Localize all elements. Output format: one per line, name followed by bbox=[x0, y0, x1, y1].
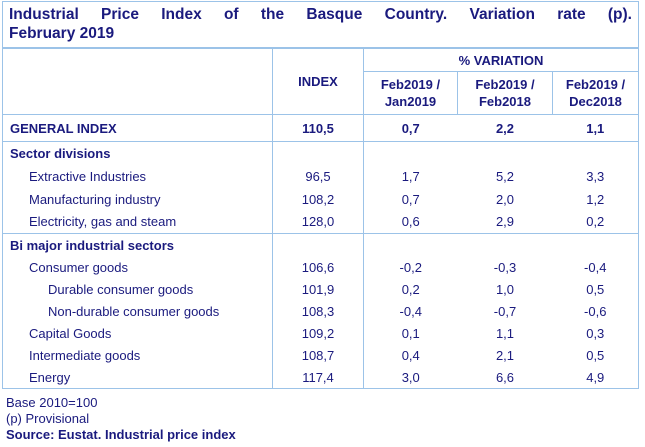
row-label: Sector divisions bbox=[10, 145, 111, 161]
variation-value: 0,4 bbox=[401, 348, 420, 363]
page-title-line-1: Industrial Price Index of the Basque Cou… bbox=[9, 6, 632, 23]
index-value bbox=[272, 233, 364, 257]
variation-value: 3,3 bbox=[586, 168, 605, 184]
table-row: Non-durable consumer goods 108,3 -0,4 -0,7 -… bbox=[3, 300, 639, 323]
footnotes: Base 2010=100 (p) Provisional Source: Eust… bbox=[6, 395, 645, 443]
header-subcolumn-row: Feb2019 / Jan2019 Feb2019 / Feb2018 Feb2… bbox=[3, 71, 640, 115]
index-value: 108,2 bbox=[272, 187, 364, 211]
variation-value: 1,1 bbox=[552, 114, 639, 142]
variation-value: 5,2 bbox=[495, 168, 515, 184]
variation-value: 0,5 bbox=[586, 282, 605, 297]
variation-value: 0,1 bbox=[401, 326, 420, 341]
table-row: Capital Goods 109,2 0,1 1,1 0,3 bbox=[3, 322, 639, 345]
table-row: Durable consumer goods 101,9 0,2 1,0 0,5 bbox=[3, 278, 639, 301]
variation-column-header-feb2019-jan2019: Feb2019 / Jan2019 bbox=[363, 71, 458, 115]
variation-value bbox=[553, 234, 639, 257]
variation-value: 0,7 bbox=[401, 191, 420, 207]
table-body: GENERAL INDEX 110,5 0,7 2,2 1,1 Sector divisi… bbox=[2, 114, 639, 389]
index-column-header: INDEX bbox=[272, 48, 364, 115]
page-title-line-2: February 2019 bbox=[9, 25, 115, 42]
table-row: Consumer goods 106,6 -0,2 -0,3 -0,4 bbox=[3, 256, 639, 279]
variation-value: 0,6 bbox=[363, 210, 458, 234]
variation-value: 0,3 bbox=[586, 326, 605, 341]
variation-value: 0,2 bbox=[401, 282, 420, 297]
index-value bbox=[272, 141, 364, 165]
variation-value: 2,2 bbox=[457, 114, 553, 142]
variation-value: 1,0 bbox=[495, 282, 515, 297]
row-label: Consumer goods bbox=[29, 260, 128, 275]
variation-value: -0,4 bbox=[399, 304, 422, 319]
table-row: Sector divisions bbox=[3, 141, 639, 165]
variation-value: 1,1 bbox=[495, 326, 515, 341]
table-row: Manufacturing industry 108,2 0,7 2,0 1,2 bbox=[3, 187, 639, 211]
index-value: 106,6 bbox=[272, 256, 364, 279]
variation-value: -0,2 bbox=[399, 260, 422, 275]
variation-column-header-feb2019-feb2018: Feb2019 / Feb2018 bbox=[457, 71, 553, 115]
index-value: 108,7 bbox=[272, 344, 364, 367]
row-label: Energy bbox=[29, 369, 71, 385]
index-value: 101,9 bbox=[272, 278, 364, 301]
variation-value: 0,2 bbox=[552, 210, 639, 234]
page-title: Industrial Price Index of the Basque Cou… bbox=[2, 1, 639, 48]
variation-value: 6,6 bbox=[495, 369, 515, 385]
variation-value bbox=[364, 142, 458, 165]
variation-column-header-feb2019-dec2018: Feb2019 / Dec2018 bbox=[551, 71, 640, 115]
row-label: Extractive Industries bbox=[29, 168, 147, 184]
corner-cell bbox=[2, 48, 273, 115]
index-value: 117,4 bbox=[272, 366, 364, 389]
variation-value: 0,5 bbox=[586, 348, 605, 363]
variation-value: -0,3 bbox=[493, 260, 517, 275]
variation-value bbox=[553, 142, 639, 165]
row-label: Durable consumer goods bbox=[48, 282, 194, 297]
variation-value: -0,4 bbox=[584, 260, 607, 275]
variation-value: 1,7 bbox=[401, 168, 420, 184]
variation-value bbox=[458, 142, 553, 165]
row-label: Capital Goods bbox=[29, 326, 112, 341]
footnote: (p) Provisional bbox=[6, 411, 90, 426]
variation-value: -0,7 bbox=[493, 304, 517, 319]
index-value: 96,5 bbox=[272, 164, 364, 188]
index-value: 108,3 bbox=[272, 300, 364, 323]
price-index-table: INDEX % VARIATION Feb2019 / Jan2019 Feb2… bbox=[2, 48, 640, 389]
index-value: 110,5 bbox=[272, 114, 364, 142]
variation-value: 1,2 bbox=[586, 191, 605, 207]
row-label: Manufacturing industry bbox=[29, 191, 161, 207]
row-label: GENERAL INDEX bbox=[2, 114, 273, 142]
row-label: Non-durable consumer goods bbox=[48, 304, 220, 319]
row-label: Bi major industrial sectors bbox=[10, 237, 174, 253]
variation-value: 3,0 bbox=[401, 369, 420, 385]
table-row: Bi major industrial sectors bbox=[3, 233, 639, 257]
table-row: Extractive Industries 96,5 1,7 5,2 3,3 bbox=[3, 164, 639, 188]
table-row: Electricity, gas and steam 128,0 0,6 2,9 0,2 bbox=[2, 210, 639, 234]
footnote: Base 2010=100 bbox=[6, 395, 98, 410]
variation-value: 4,9 bbox=[586, 369, 605, 385]
table-header: INDEX % VARIATION Feb2019 / Jan2019 Feb2… bbox=[2, 48, 640, 115]
footnote: Source: Eustat. Industrial price index bbox=[6, 427, 236, 442]
variation-value bbox=[364, 234, 458, 257]
table-row: Intermediate goods 108,7 0,4 2,1 0,5 bbox=[3, 344, 639, 367]
variation-value: -0,6 bbox=[584, 304, 607, 319]
row-label: Intermediate goods bbox=[29, 348, 141, 363]
variation-value: 2,1 bbox=[495, 348, 515, 363]
row-label: Electricity, gas and steam bbox=[2, 210, 273, 234]
table-row: GENERAL INDEX 110,5 0,7 2,2 1,1 bbox=[2, 114, 639, 142]
variation-value: 2,9 bbox=[457, 210, 553, 234]
header-group-row: INDEX % VARIATION bbox=[2, 48, 640, 115]
index-value: 128,0 bbox=[272, 210, 364, 234]
variation-value bbox=[458, 234, 553, 257]
variation-group-header: % VARIATION bbox=[362, 48, 640, 72]
index-value: 109,2 bbox=[272, 322, 364, 345]
variation-value: 0,7 bbox=[363, 114, 458, 142]
table-row: Energy 117,4 3,0 6,6 4,9 bbox=[3, 366, 639, 389]
variation-value: 2,0 bbox=[495, 191, 515, 207]
